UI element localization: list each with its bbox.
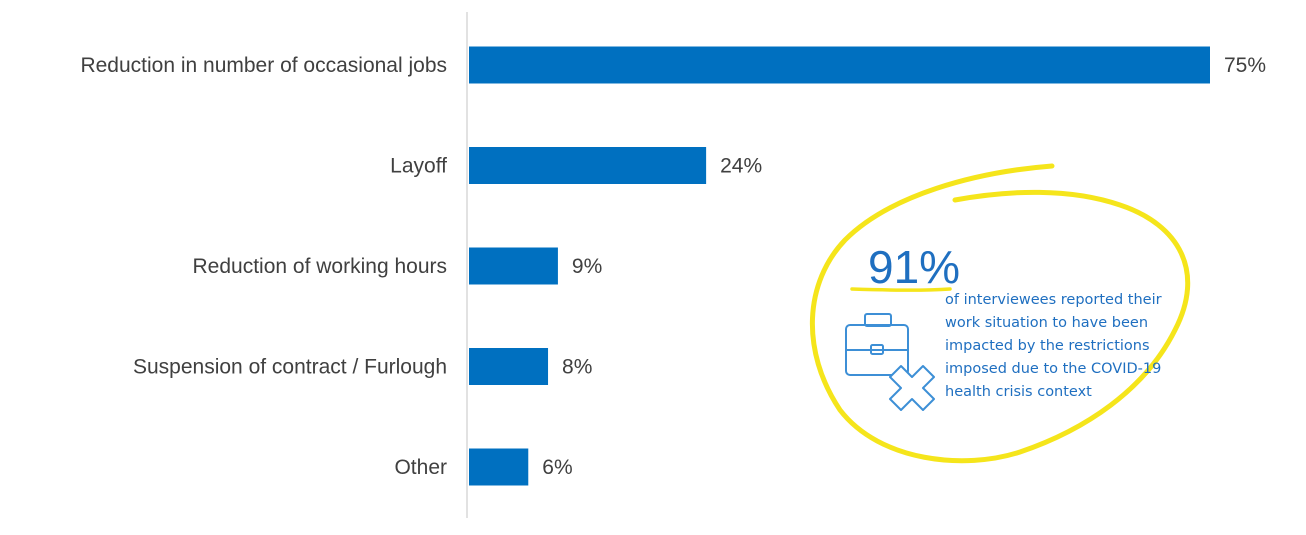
value-label: 6% [542, 456, 572, 479]
bar [469, 247, 558, 285]
highlight-circle [809, 163, 1191, 464]
value-label: 75% [1224, 54, 1266, 77]
callout-big-number: 91% [868, 241, 960, 293]
bar [469, 348, 549, 385]
bar [469, 46, 1210, 84]
bar [469, 147, 707, 184]
callout-text: of interviewees reported their work situ… [945, 292, 1162, 400]
value-label: 9% [572, 255, 602, 278]
category-label: Reduction of working hours [193, 255, 447, 278]
value-label: 8% [562, 356, 592, 379]
value-label: 24% [720, 155, 762, 178]
callout-text-line: impacted by the restrictions [945, 338, 1150, 354]
category-label: Reduction in number of occasional jobs [80, 54, 447, 77]
callout-text-line: imposed due to the COVID-19 [945, 361, 1161, 377]
callout-text-line: health crisis context [945, 384, 1092, 400]
briefcase-x-icon [845, 313, 935, 411]
callout-text-line: of interviewees reported their [945, 292, 1162, 308]
bars-group: Reduction in number of occasional jobs 75… [80, 46, 1266, 486]
category-label: Other [394, 456, 447, 479]
callout: 91% of interviewees reported their work … [809, 163, 1191, 464]
category-label: Suspension of contract / Furlough [133, 356, 447, 379]
category-label: Layoff [390, 155, 447, 178]
callout-text-line: work situation to have been [945, 315, 1148, 331]
highlight-underline [850, 287, 952, 292]
bar [469, 448, 529, 486]
